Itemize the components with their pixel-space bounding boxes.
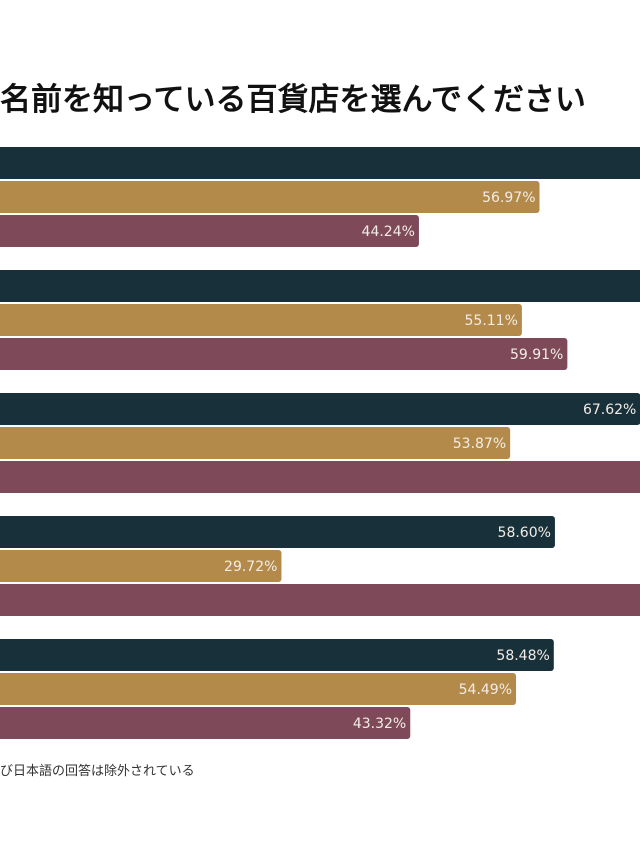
data-label-g1-s2: 56.97%: [482, 190, 535, 206]
bar-g1-s2: [0, 181, 540, 213]
chart-footnote: び日本語の回答は除外されている: [0, 764, 195, 779]
data-label-g5-s3: 43.32%: [353, 716, 406, 732]
data-label-g1-s3: 44.24%: [362, 224, 415, 240]
data-label-g3-s1: 67.62%: [583, 402, 636, 418]
bar-g5-s1: [0, 639, 554, 671]
bar-g3-s3: [0, 461, 640, 493]
data-label-g2-s3: 59.91%: [510, 347, 563, 363]
data-label-g5-s2: 54.49%: [459, 682, 512, 698]
bar-g3-s1: [0, 393, 640, 425]
bar-g2-s1: [0, 270, 640, 302]
bar-g4-s1: [0, 516, 555, 548]
bar-g3-s2: [0, 427, 511, 459]
data-label-g4-s1: 58.60%: [498, 525, 551, 541]
bar-g2-s2: [0, 304, 522, 336]
bar-g5-s3: [0, 707, 411, 739]
data-label-g3-s2: 53.87%: [453, 436, 506, 452]
bar-g5-s2: [0, 673, 517, 705]
bar-g2-s3: [0, 338, 568, 370]
bar-g1-s3: [0, 215, 419, 247]
data-label-g5-s1: 58.48%: [496, 648, 549, 664]
bar-g4-s3: [0, 584, 640, 616]
data-label-g4-s2: 29.72%: [224, 559, 277, 575]
data-label-g2-s2: 55.11%: [465, 313, 518, 329]
bar-g4-s2: [0, 550, 282, 582]
bar-g1-s1: [0, 147, 640, 179]
chart-title: 名前を知っている百貨店を選んでください: [0, 82, 586, 118]
